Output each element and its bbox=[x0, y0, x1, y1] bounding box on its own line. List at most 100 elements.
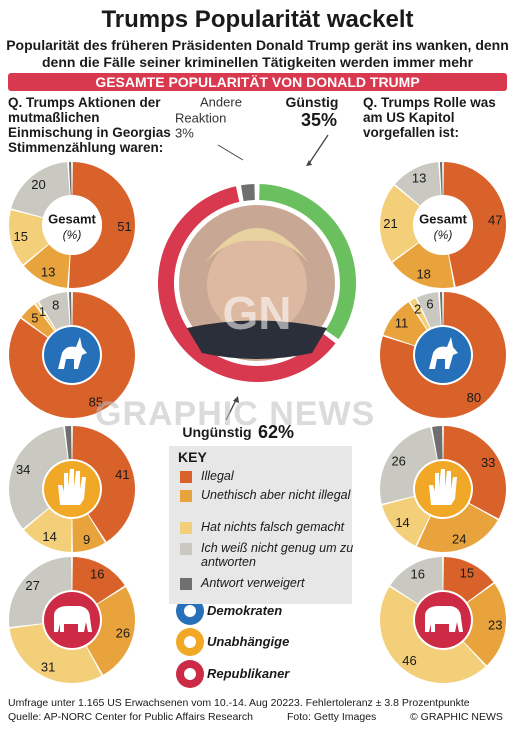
left-donut-3-label-3: 14 bbox=[42, 529, 56, 544]
right-donut-1-slice-1 bbox=[443, 162, 507, 287]
right-donut-2-slice-4 bbox=[416, 292, 441, 328]
subtitle-line-2: denn die Fälle seiner kriminellen Tätigk… bbox=[41, 54, 474, 70]
left-donut-1-hole bbox=[42, 195, 102, 255]
right-donut-1-slice-2 bbox=[392, 242, 454, 288]
left-donut-4-slice-3 bbox=[9, 624, 102, 683]
left-donut-1-slice-3 bbox=[8, 210, 49, 265]
left-donut-4-label-1: 16 bbox=[90, 566, 104, 581]
left-donut-1-label-3: 15 bbox=[14, 229, 28, 244]
key-label: Unethisch aber nicht illegal bbox=[201, 488, 351, 502]
right-donut-4-elephant-icon bbox=[425, 606, 463, 632]
left-donut-3-label-1: 41 bbox=[115, 467, 129, 482]
left-donut-4-elephant-icon bbox=[54, 606, 92, 632]
right-donut-3-slice-5 bbox=[432, 426, 443, 460]
left-donut-1-pct-label: (%) bbox=[63, 228, 82, 242]
right-donut-2-label-3: 2 bbox=[414, 301, 421, 316]
right-donut-3-slice-3 bbox=[382, 496, 430, 546]
left-donut-3-slice-4 bbox=[9, 426, 68, 529]
left-donut-2-label-3: 1 bbox=[39, 304, 46, 319]
favorable-arrow bbox=[306, 160, 312, 166]
key-label: Illegal bbox=[201, 469, 234, 483]
left-donut-2-label-2: 5 bbox=[31, 310, 38, 325]
right-donut-4-label-3: 46 bbox=[402, 653, 416, 668]
key-panel bbox=[169, 446, 352, 604]
favorable-leader bbox=[307, 134, 329, 166]
right-donut-2-donkey-icon bbox=[429, 337, 458, 369]
right-donut-1-label-1: 47 bbox=[488, 213, 502, 228]
left-donut-2-slice-4 bbox=[38, 292, 70, 330]
left-donut-2-label-4: 8 bbox=[52, 298, 59, 313]
page-title: Trumps Popularität wackelt bbox=[101, 6, 414, 33]
right-donut-1-label-4: 13 bbox=[412, 171, 426, 186]
source-note: Quelle: AP-NORC Center for Public Affair… bbox=[8, 711, 253, 723]
left-donut-3-slice-2 bbox=[72, 514, 106, 552]
unfavorable-label: Ungünstig bbox=[182, 424, 251, 440]
key-title: KEY bbox=[178, 449, 207, 465]
left-donut-2-donkey-icon bbox=[58, 337, 87, 369]
photo-credit: Foto: Getty Images bbox=[287, 711, 377, 723]
key-party-label: Unabhängige bbox=[207, 634, 290, 649]
left-donut-4-label-4: 27 bbox=[25, 578, 39, 593]
question-left: Q. Trumps Aktionen der mutmaßlichen Einm… bbox=[8, 95, 171, 155]
right-donut-3-label-3: 14 bbox=[395, 515, 409, 530]
watermark: GRAPHIC NEWS bbox=[95, 395, 376, 433]
section-banner: GESAMTE POPULARITÄT VON DONALD TRUMP bbox=[8, 73, 507, 91]
right-donut-1-slice-4 bbox=[395, 162, 441, 206]
left-donut-1-label-4: 20 bbox=[31, 177, 45, 192]
key-party-label: Demokraten bbox=[207, 603, 283, 618]
main-slice-3 bbox=[241, 184, 255, 202]
key-label: Antwort verweigert bbox=[201, 576, 305, 590]
key-label: Ich weiß nicht genug um zu antworten bbox=[201, 541, 354, 569]
key-party-donkey-icon bbox=[184, 605, 196, 617]
right-donut-2-slice-5 bbox=[439, 292, 443, 326]
other-leader bbox=[217, 144, 244, 161]
left-donut-4-slice-4 bbox=[9, 557, 72, 628]
right-donut-4-slice-1 bbox=[443, 557, 494, 603]
key-swatch bbox=[180, 471, 192, 483]
favorable-pct: 35% bbox=[301, 110, 337, 130]
right-donut-1-slice-5 bbox=[439, 162, 443, 196]
portrait-face bbox=[207, 235, 307, 335]
right-donut-2-slice-1 bbox=[380, 292, 507, 419]
right-donut-1-label-3: 21 bbox=[383, 216, 397, 231]
key-swatch bbox=[180, 490, 192, 502]
right-donut-2-label-1: 80 bbox=[467, 390, 481, 405]
left-donut-2-label-1: 85 bbox=[89, 394, 103, 409]
left-donut-2-slice-5 bbox=[68, 292, 72, 326]
right-donut-3-label-4: 26 bbox=[391, 453, 405, 468]
left-donut-3-label-4: 34 bbox=[16, 462, 30, 477]
gn-logo-mark: GN bbox=[223, 287, 292, 339]
right-donut-4-slice-3 bbox=[379, 586, 486, 684]
favorable-label: Günstig bbox=[286, 94, 339, 110]
main-slice-1 bbox=[259, 184, 357, 340]
left-donut-1-slice-5 bbox=[68, 162, 72, 196]
key-swatch bbox=[180, 578, 192, 590]
survey-note: Umfrage unter 1.165 US Erwachsenen vom 1… bbox=[8, 697, 470, 709]
left-donut-1-slice-4 bbox=[11, 162, 70, 218]
left-donut-1-slice-1 bbox=[68, 162, 135, 288]
right-donut-1-hole bbox=[413, 195, 473, 255]
left-donut-3-slice-1 bbox=[72, 426, 135, 542]
key-swatch bbox=[180, 543, 192, 555]
right-donut-3-hand-icon bbox=[429, 469, 457, 505]
left-donut-4-label-3: 31 bbox=[41, 659, 55, 674]
key-label: Hat nichts falsch gemacht bbox=[201, 520, 345, 534]
right-donut-2-label-4: 6 bbox=[426, 297, 433, 312]
other-pct: 3% bbox=[175, 126, 194, 141]
right-donut-2-slice-2 bbox=[383, 302, 427, 346]
unfavorable-arrow bbox=[233, 396, 239, 403]
right-donut-4-label-4: 16 bbox=[410, 566, 424, 581]
right-donut-4-slice-4 bbox=[390, 557, 443, 604]
subtitle-line-1: Popularität des früheren Präsidenten Don… bbox=[6, 37, 509, 53]
left-donut-1-label-1: 51 bbox=[117, 219, 131, 234]
left-donut-1-gesamt-label: Gesamt bbox=[48, 212, 96, 227]
left-donut-1-label-2: 13 bbox=[41, 264, 55, 279]
left-donut-4-label-2: 26 bbox=[116, 626, 130, 641]
left-donut-3-slice-3 bbox=[24, 508, 72, 552]
right-donut-3-slice-2 bbox=[416, 503, 498, 552]
unfavorable-leader bbox=[225, 399, 237, 421]
right-donut-3-label-2: 24 bbox=[452, 531, 466, 546]
unfavorable-pct: 62% bbox=[258, 422, 294, 442]
right-donut-3-label-1: 33 bbox=[481, 455, 495, 470]
left-donut-2-slice-2 bbox=[21, 304, 55, 338]
